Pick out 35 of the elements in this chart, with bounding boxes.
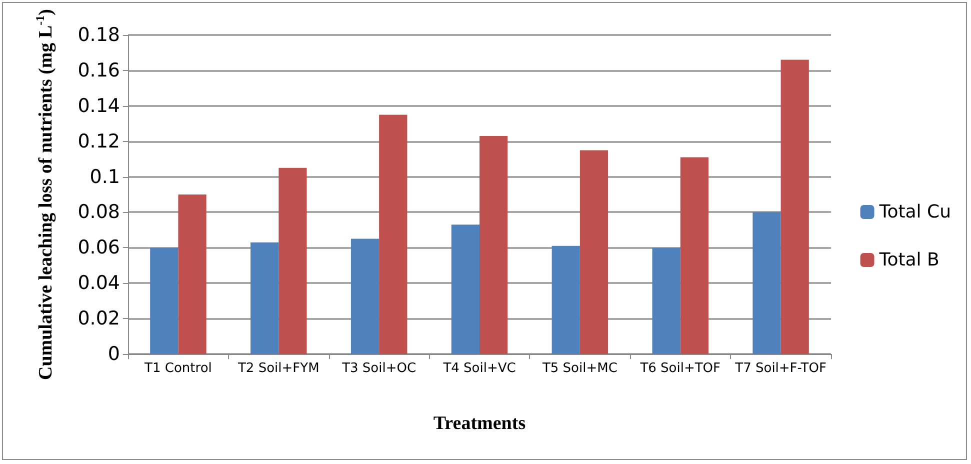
y-tick-label: 0.08 (78, 201, 120, 224)
x-tick-label: T7 Soil+F-TOF (734, 361, 826, 376)
bar (652, 248, 680, 354)
y-axis-title: Cumulative leaching loss of nutrients (mg L-1) (33, 9, 56, 380)
bar (379, 114, 408, 354)
bar (350, 238, 380, 354)
bar (580, 150, 608, 354)
bar (480, 136, 508, 354)
y-tick-label: 0 (108, 343, 120, 365)
bar (178, 194, 206, 354)
y-tick-label: 0.06 (78, 236, 120, 259)
y-tick-label: 0.12 (78, 130, 120, 152)
y-tick-label: 0.04 (78, 272, 120, 294)
bar (451, 224, 480, 354)
bar (250, 242, 279, 354)
x-tick-label: T6 Soil+TOF (639, 361, 721, 376)
x-tick-label: T1 Control (144, 361, 212, 376)
x-axis-title: Treatments (433, 413, 526, 434)
x-tick-label: T3 Soil+OC (341, 361, 416, 376)
x-tick-label: T2 Soil+FYM (236, 361, 320, 376)
x-tick-label: T4 Soil+VC (442, 361, 516, 376)
y-tick-label: 0.02 (78, 308, 120, 330)
legend-label: Total B (878, 250, 940, 270)
y-tick-label: 0.14 (78, 94, 120, 117)
legend-label: Total Cu (878, 202, 952, 222)
bar (752, 212, 781, 354)
bar (780, 60, 809, 354)
bar (278, 168, 307, 354)
y-tick-label: 0.18 (78, 24, 120, 46)
bar (680, 157, 708, 354)
bar (552, 246, 580, 354)
y-tick-label: 0.1 (90, 166, 120, 188)
y-tick-label: 0.16 (78, 59, 120, 82)
bar (150, 248, 178, 354)
x-tick-label: T5 Soil+MC (541, 361, 618, 376)
